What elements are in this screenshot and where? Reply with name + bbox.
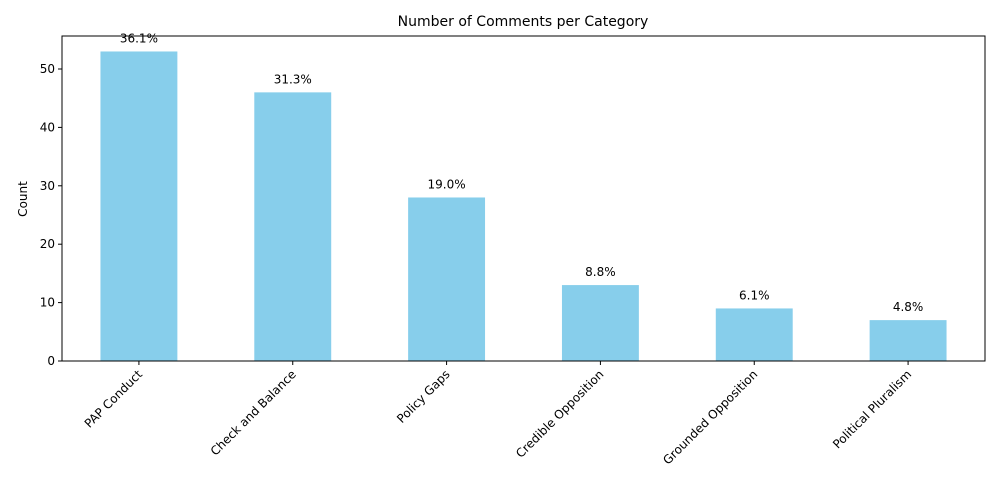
- plot-frame: [61, 35, 986, 362]
- bar: [100, 51, 178, 361]
- x-tick-label: Grounded Opposition: [660, 367, 760, 467]
- bar: [715, 308, 793, 361]
- bar-data-label: 36.1%: [120, 31, 158, 45]
- y-tick-label: 50: [40, 62, 55, 76]
- bar-data-label: 4.8%: [893, 300, 924, 314]
- bars-group: [100, 51, 947, 362]
- y-tick-label: 30: [40, 179, 55, 193]
- y-axis-label: Count: [16, 181, 30, 217]
- bar: [869, 320, 947, 361]
- bar: [408, 197, 486, 361]
- data-labels-group: 36.1% 31.3% 19.0% 8.8% 6.1% 4.8%: [120, 31, 923, 314]
- x-tick-label: Check and Balance: [208, 367, 299, 458]
- bar: [561, 285, 639, 361]
- x-axis: PAP Conduct Check and Balance Policy Gaps C…: [82, 361, 914, 467]
- chart-title: Number of Comments per Category: [398, 14, 649, 30]
- x-tick-label: Policy Gaps: [394, 367, 453, 426]
- bar: [254, 92, 332, 362]
- bar-data-label: 6.1%: [739, 288, 770, 302]
- y-axis: 0 10 20 30 40 50: [40, 62, 62, 368]
- bar-data-label: 8.8%: [585, 265, 616, 279]
- bar-data-label: 19.0%: [428, 177, 466, 191]
- y-tick-label: 0: [47, 354, 55, 368]
- x-tick-label: PAP Conduct: [82, 367, 146, 431]
- y-tick-label: 10: [40, 296, 55, 310]
- y-tick-label: 20: [40, 237, 55, 251]
- x-tick-label: Political Pluralism: [830, 367, 914, 451]
- x-tick-label: Credible Opposition: [513, 367, 606, 460]
- bar-data-label: 31.3%: [274, 72, 312, 86]
- y-tick-label: 40: [40, 120, 55, 134]
